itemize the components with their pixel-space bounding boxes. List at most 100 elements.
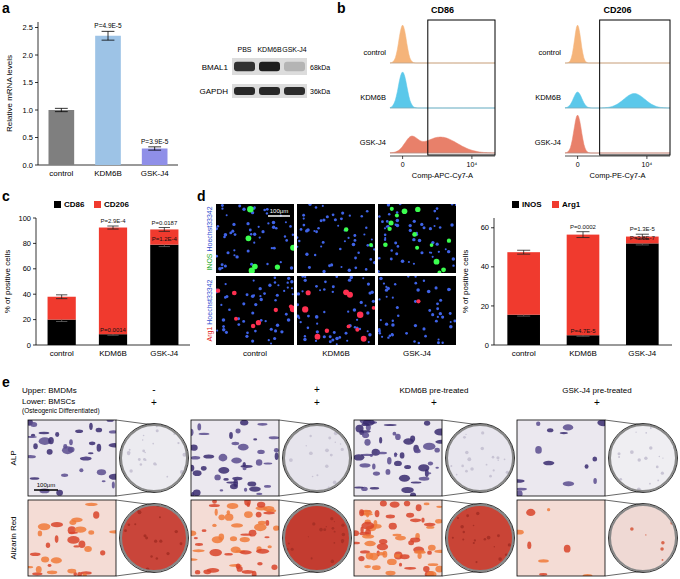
well-fill [284,505,350,571]
well-outline [609,504,678,573]
nucleus [390,257,393,260]
stain-blob [527,541,531,549]
stain-blob [30,477,40,480]
nucleus [273,337,276,340]
well-texture [657,479,659,481]
stain-blob [102,480,106,482]
blot-membrane [232,84,307,98]
marks [48,226,179,345]
x-tick-label: 0 [401,161,405,168]
x-tick [402,156,403,159]
x-tick [471,156,472,159]
nucleus [414,324,417,327]
well-texture [156,429,159,432]
error-bar-cap [159,231,170,232]
nucleus [449,325,453,329]
nucleus [303,224,306,227]
well-texture [445,435,448,438]
nucleus [276,324,279,327]
nucleus [378,257,381,260]
stain-blob [362,432,369,438]
nucleus [353,308,357,312]
stain-blob [230,536,237,541]
stain-blob [77,572,82,576]
stain-blob [41,557,49,563]
well-texture [462,538,464,540]
stained-cell [343,289,349,295]
image-background [378,204,456,273]
image-frame [191,500,279,576]
well-texture [325,448,329,452]
stain-blob [538,559,549,562]
well-texture [323,528,326,531]
stain-blob [38,523,51,530]
well-texture [610,476,612,478]
nucleus [217,225,220,228]
nucleus [394,242,397,245]
nucleus [224,283,226,285]
well-texture [470,467,474,471]
nucleus [246,331,249,334]
band-name: BMAL1 [202,63,229,72]
error-bar-cap [107,229,118,230]
nucleus [301,290,303,292]
channel-name: Hoechst33342 [206,206,213,253]
stain-blob [273,526,279,531]
stained-cell [416,299,420,303]
nucleus [397,314,400,317]
stain-blob [404,465,411,469]
well-texture [341,448,344,451]
stain-blob [79,468,83,472]
stain-blob [89,441,95,445]
nucleus [322,241,325,244]
well-texture [312,476,314,478]
y-tick-label: 80 [23,239,31,248]
y-axis-label: Relative mRNA levels [5,55,14,132]
p-value: P=2.9E-4 [100,218,126,224]
nucleus [297,236,298,239]
nucleus [434,225,436,227]
well-texture [287,510,289,512]
nucleus [364,305,366,307]
stain-blob [387,457,391,465]
well-texture [328,437,331,440]
p-value: P=1.2E-4 [152,236,178,242]
stain-blob [404,567,416,570]
stain-blob [257,562,263,566]
well-texture [142,450,145,453]
nucleus [379,332,381,334]
y-tick-label: 1.5 [23,78,33,87]
well-texture [494,546,495,547]
x-tick [646,156,647,159]
image-background [517,420,605,496]
bar-chart: 020406080100% of positive cellscontrolKD… [3,200,190,358]
nucleus [273,247,276,250]
well-texture [332,489,335,492]
stain-blob [32,572,42,575]
nucleus [395,252,398,255]
nucleus [386,296,388,298]
nucleus [251,294,255,298]
well-texture [183,557,185,559]
nucleus [233,249,235,251]
histogram [565,25,670,63]
p-value: P=0.0187 [151,220,178,226]
stained-cell [325,329,329,333]
stain-blob [219,454,228,462]
stained-cell [274,308,278,312]
bar-segment [99,334,127,345]
data-labels: P=4.7E-5P=3.8E-7P=0.0002P=1.3E-5 [570,224,656,334]
nucleus [385,322,388,325]
nucleus [412,238,415,241]
stain-blob [359,463,370,467]
well-texture [473,525,475,527]
well-texture [154,540,157,543]
stain-blob [410,537,420,542]
error-bar-cap [56,298,67,299]
stain-blob [195,570,200,574]
lane-label: PBS [237,46,251,53]
stain-blob [370,487,379,490]
nucleus [249,229,252,232]
stain-blob [46,543,50,548]
micrograph [354,420,442,496]
